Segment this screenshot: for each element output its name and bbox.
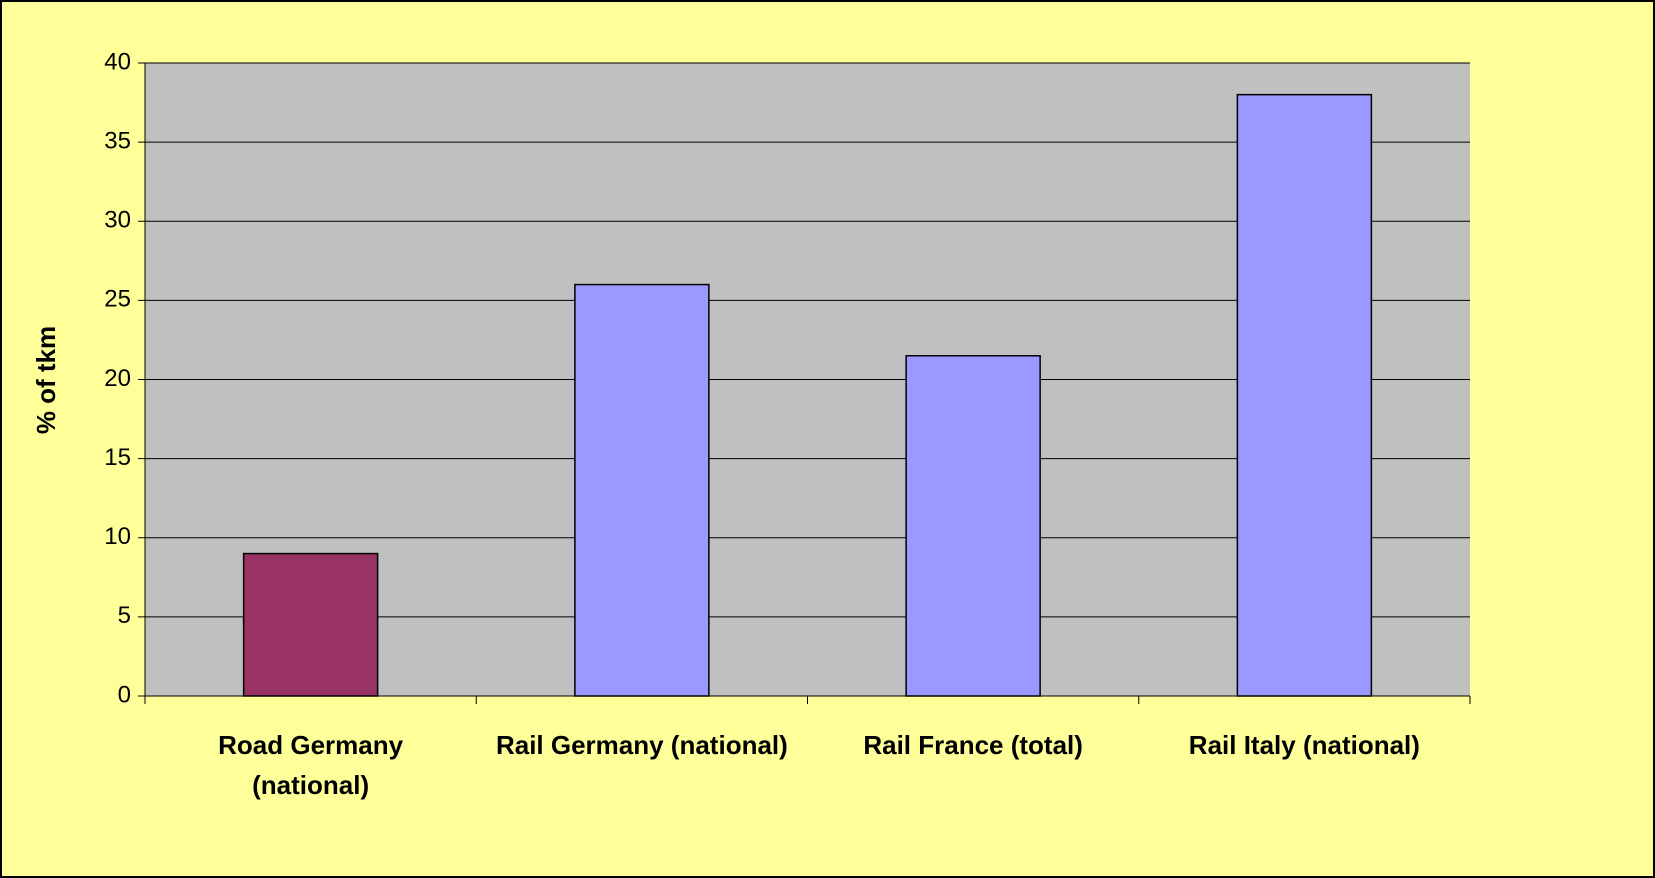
y-tick-label: 5 (118, 602, 131, 629)
x-tick-label: Rail Germany (national) (495, 730, 788, 760)
x-tick-label: Rail France (total) (863, 730, 1083, 760)
y-tick-label: 10 (104, 523, 131, 550)
x-tick-label: Road Germany (national) (218, 730, 404, 800)
y-tick-label: 0 (118, 681, 131, 708)
y-tick-label: 15 (104, 444, 131, 471)
bar (1236, 93, 1373, 697)
y-tick-label: 20 (104, 365, 131, 392)
y-tick-label: 30 (104, 207, 131, 234)
bar (242, 552, 379, 697)
y-tick-label: 25 (104, 286, 131, 313)
y-tick-label: 40 (104, 48, 131, 75)
bar (574, 283, 710, 697)
x-tick-label: Rail Italy (national) (1188, 730, 1420, 760)
y-axis-label: % of tkm (31, 326, 61, 434)
bar (905, 355, 1041, 697)
y-tick-label: 35 (104, 127, 131, 154)
